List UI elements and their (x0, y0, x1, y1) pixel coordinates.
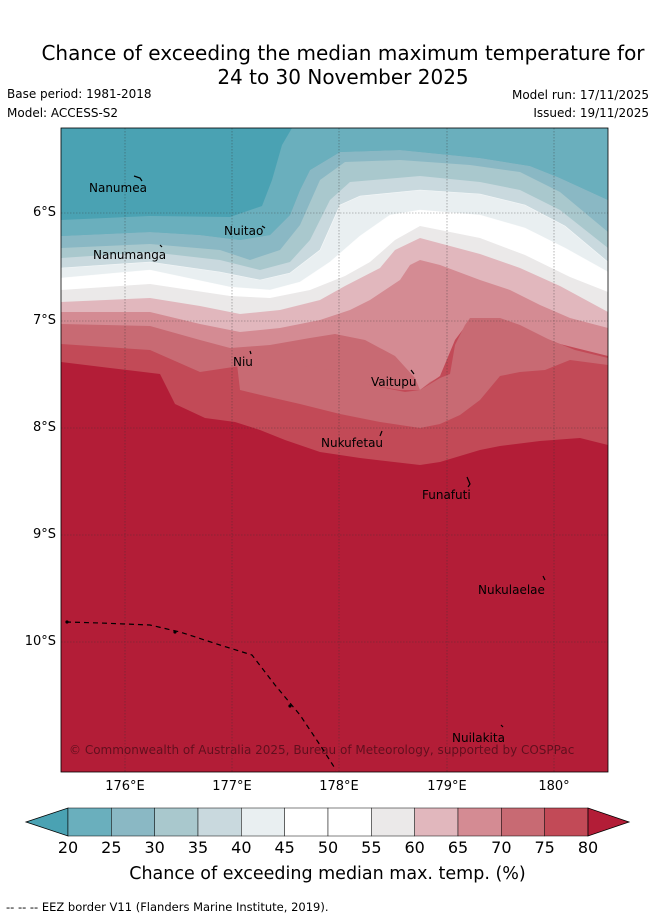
colorbar-segment (414, 807, 459, 837)
colorbar-segment (501, 807, 545, 837)
label-nukulaelae: Nukulaelae (478, 583, 545, 597)
lon-tick-178: 178°E (319, 779, 359, 794)
colorbar-segment (371, 807, 415, 837)
islands (65, 175, 546, 728)
colorbar-segment (67, 807, 112, 837)
colorbar-tick: 35 (187, 838, 209, 857)
lat-tick-10: 10°S (24, 634, 56, 649)
colorbar-tick: 55 (361, 838, 382, 857)
colorbar-tick: 70 (491, 838, 512, 857)
lon-tick-176: 176°E (105, 779, 145, 794)
lat-tick-9: 9°S (32, 527, 56, 542)
colorbar-segment (197, 807, 242, 837)
colorbar-tick: 80 (577, 838, 599, 857)
label-niu: Niu (233, 355, 253, 369)
issued-date: Issued: 19/11/2025 (533, 106, 649, 120)
colorbar-tick: 60 (404, 838, 425, 857)
lat-tick-7: 7°S (32, 313, 56, 328)
colorbar-tick: 30 (144, 838, 165, 857)
eez-border (65, 621, 337, 771)
colorbar-tick: 45 (274, 838, 295, 857)
colorbar-tick: 50 (317, 838, 339, 857)
band-inner-75 (237, 318, 608, 428)
colorbar-tick: 20 (57, 838, 79, 857)
lon-tick-179: 179°E (427, 779, 467, 794)
label-nuitao: Nuitao (224, 224, 263, 238)
lat-tick-6: 6°S (32, 205, 56, 220)
band-25 (61, 128, 608, 240)
lon-tick-180: 180° (538, 779, 570, 794)
colorbar-segment (154, 807, 199, 837)
colorbar-segment (544, 807, 589, 837)
colorbar-segment (457, 807, 502, 837)
label-nukufetau: Nukufetau (321, 436, 383, 450)
colorbar-tick: 25 (101, 838, 122, 857)
colorbar-segment (241, 807, 285, 837)
label-nanumanga: Nanumanga (93, 248, 166, 262)
band-max (61, 362, 608, 772)
colorbar-label: Chance of exceeding median max. temp. (%… (129, 864, 526, 884)
label-nanumea: Nanumea (89, 181, 147, 195)
label-funafuti: Funafuti (422, 488, 471, 502)
lat-tick-8: 8°S (32, 420, 56, 435)
colorbar-segment (111, 807, 155, 837)
footer-legend: -- -- -- EEZ border V11 (Flanders Marine… (6, 900, 329, 914)
model-run: Model run: 17/11/2025 (511, 88, 649, 102)
title-line-1: Chance of exceeding the median maximum t… (41, 41, 645, 65)
title-line-2: 24 to 30 November 2025 (217, 65, 469, 89)
label-vaitupu: Vaitupu (371, 375, 417, 389)
colorbar-extend-low (24, 807, 69, 837)
colorbar-tick: 40 (231, 838, 252, 857)
base-period: Base period: 1981-2018 (7, 87, 152, 101)
colorbar-extend-high (587, 807, 631, 837)
colorbar-tick: 65 (447, 838, 469, 857)
colorbar-segment (327, 807, 372, 837)
lon-tick-177: 177°E (212, 779, 252, 794)
colorbar-tick: 75 (534, 838, 555, 857)
copyright-notice: © Commonwealth of Australia 2025, Bureau… (69, 743, 574, 757)
map-frame (60, 127, 609, 773)
model-name: Model: ACCESS-S2 (7, 106, 119, 120)
graticule (61, 128, 608, 772)
colorbar-segment (284, 807, 329, 837)
label-nuilakita: Nuilakita (452, 731, 505, 745)
